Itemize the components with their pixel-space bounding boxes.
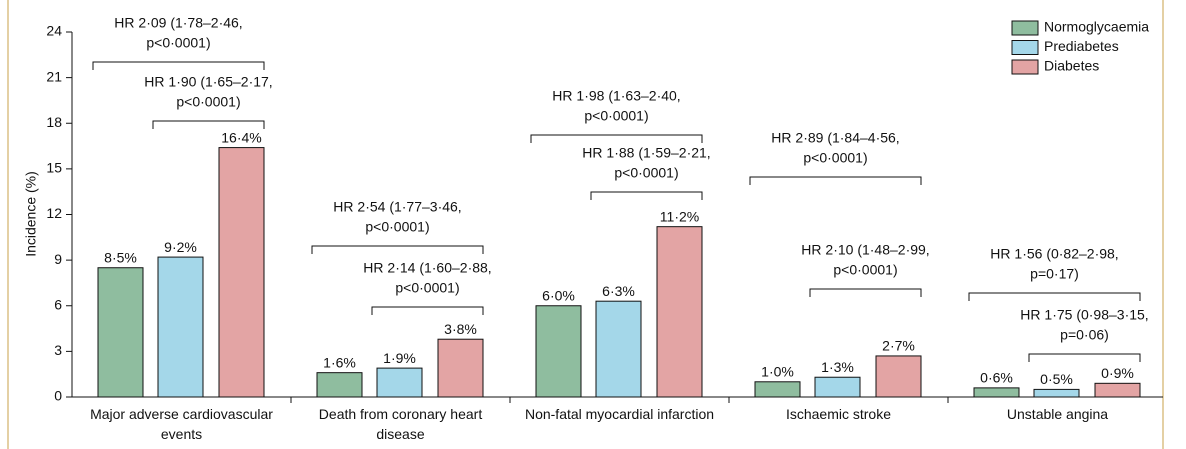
y-tick-label: 15	[46, 160, 62, 176]
y-tick-label: 0	[54, 388, 62, 404]
bar	[218, 147, 265, 398]
value-label: 3·8%	[444, 321, 477, 337]
value-label: 2·7%	[882, 338, 915, 354]
legend-swatch	[1011, 59, 1039, 75]
bar	[437, 338, 484, 398]
annotation: HR 1·98 (1·63–2·40,	[552, 88, 680, 104]
bracket	[152, 120, 265, 129]
legend-swatch	[1011, 40, 1039, 55]
x-tick-label: Non-fatal myocardial infarction	[524, 406, 715, 422]
value-label: 0·6%	[980, 370, 1013, 386]
value-label: 1·0%	[761, 363, 794, 379]
annotation: p<0·0001)	[365, 219, 429, 235]
bar	[595, 300, 642, 398]
annotation: p<0·0001)	[395, 280, 459, 296]
value-label: 6·3%	[602, 283, 635, 299]
bar	[875, 355, 922, 398]
value-label: 1·3%	[821, 359, 854, 375]
legend-swatch	[1011, 20, 1039, 36]
bracket	[92, 61, 265, 70]
bracket	[311, 245, 484, 254]
value-label: 0·5%	[1040, 371, 1073, 387]
annotation: p<0·0001)	[614, 165, 678, 181]
annotation: p=0·06)	[1060, 327, 1109, 343]
annotation: HR 2·09 (1·78–2·46,	[114, 15, 242, 31]
annotation: p<0·0001)	[833, 262, 897, 278]
bracket	[590, 191, 703, 200]
x-tick-label: Major adverse cardiovascular events	[90, 406, 273, 442]
bracket	[371, 306, 484, 315]
annotation: HR 2·14 (1·60–2·88,	[363, 260, 491, 276]
value-label: 16·4%	[221, 129, 261, 145]
annotation: HR 2·54 (1·77–3·46,	[333, 199, 461, 215]
bracket	[968, 292, 1141, 301]
bar	[376, 367, 423, 398]
x-tick-label: Death from coronary heart disease	[318, 406, 483, 442]
bar	[814, 376, 861, 398]
y-tick-label: 3	[54, 342, 62, 358]
bracket	[809, 288, 922, 297]
annotation: HR 2·10 (1·48–2·99,	[801, 242, 929, 258]
annotation: HR 1·56 (0·82–2·98,	[990, 246, 1118, 262]
bar	[754, 381, 801, 398]
y-axis-label: Incidence (%)	[23, 171, 39, 257]
legend-label: Prediabetes	[1044, 38, 1119, 54]
value-label: 8·5%	[104, 249, 137, 265]
bracket	[530, 134, 703, 143]
value-label: 9·2%	[164, 239, 197, 255]
value-label: 1·9%	[383, 350, 416, 366]
y-tick-label: 6	[54, 296, 62, 312]
y-tick-label: 18	[46, 114, 62, 130]
legend-label: Normoglycaemia	[1044, 19, 1149, 35]
y-tick-label: 9	[54, 251, 62, 267]
value-label: 6·0%	[542, 287, 575, 303]
y-tick-label: 21	[46, 68, 62, 84]
annotation: p<0·0001)	[176, 94, 240, 110]
bar	[656, 226, 703, 398]
bracket	[1028, 353, 1141, 362]
bar	[157, 256, 204, 398]
y-tick-label: 12	[46, 205, 62, 221]
x-tick-label: Unstable angina	[1006, 406, 1109, 422]
x-tick-label: Ischaemic stroke	[785, 406, 892, 422]
annotation: p<0·0001)	[584, 108, 648, 124]
annotation: HR 1·88 (1·59–2·21,	[582, 145, 710, 161]
legend-label: Diabetes	[1044, 58, 1099, 74]
annotation: p=0·17)	[1030, 266, 1079, 282]
annotation: p<0·0001)	[803, 150, 867, 166]
y-tick-label: 24	[46, 23, 62, 39]
annotation: p<0·0001)	[146, 35, 210, 51]
value-label: 1·6%	[323, 354, 356, 370]
annotation: HR 2·89 (1·84–4·56,	[771, 130, 899, 146]
bar	[97, 267, 144, 398]
value-label: 0·9%	[1101, 365, 1134, 381]
annotation: HR 1·75 (0·98–3·15,	[1020, 307, 1148, 323]
bar	[1033, 388, 1080, 398]
bracket	[749, 176, 922, 185]
bar	[535, 305, 582, 398]
bar	[973, 387, 1020, 398]
value-label: 11·2%	[660, 208, 699, 224]
bar	[1094, 382, 1141, 398]
bar	[316, 372, 363, 398]
annotation: HR 1·90 (1·65–2·17,	[144, 74, 272, 90]
